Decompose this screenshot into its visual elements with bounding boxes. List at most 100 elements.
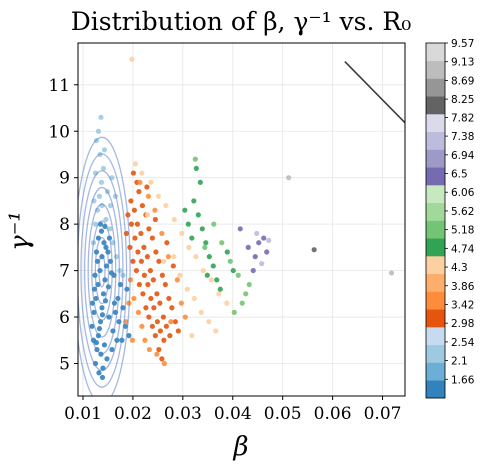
- point-2-15: [135, 249, 141, 255]
- point-2-4: [136, 281, 143, 288]
- colorbar-tick-label-16: 8.69: [451, 75, 474, 87]
- colorbar-tick-label-9: 5.62: [451, 206, 474, 218]
- point-7-2: [252, 254, 258, 260]
- point-6-0: [192, 156, 198, 162]
- colorbar-segment-6: [426, 273, 445, 292]
- point-2-17: [141, 272, 147, 278]
- y-tick-label-3: 8: [59, 215, 70, 235]
- point-2-42: [153, 249, 159, 255]
- point-2-27: [138, 230, 144, 237]
- density-ring-3: [87, 203, 117, 338]
- point-6-3: [227, 258, 233, 264]
- colorbar-segment-1: [426, 362, 445, 381]
- point-1-1: [92, 221, 99, 227]
- colorbar-segment-5: [426, 291, 445, 310]
- colorbar-segment-10: [426, 202, 445, 221]
- point-1-5: [100, 165, 107, 172]
- point-0-41: [106, 314, 112, 320]
- point-4-17: [206, 319, 212, 325]
- point-1-10: [103, 216, 109, 223]
- colorbar-tick-label-8: 5.18: [451, 225, 474, 237]
- x-tick-label-6: 0.07: [364, 404, 402, 424]
- plot-frame: [77, 42, 406, 397]
- point-3-13: [165, 254, 171, 260]
- density-ring-2: [91, 220, 113, 321]
- point-1-17: [107, 202, 114, 209]
- point-5-10: [189, 235, 195, 241]
- point-4-4: [163, 202, 169, 209]
- point-2-28: [141, 244, 147, 250]
- point-6-7: [231, 309, 237, 315]
- point-5-5: [210, 263, 216, 269]
- point-0-17: [93, 295, 99, 302]
- point-4-3: [155, 193, 161, 199]
- point-2-49: [175, 328, 181, 334]
- point-7-6: [264, 249, 270, 255]
- point-0-16: [91, 309, 97, 315]
- colorbar-segment-0: [426, 380, 445, 399]
- point-0-19: [97, 267, 103, 274]
- colorbar-tick-label-2: 2.54: [451, 337, 475, 349]
- point-5-1: [195, 212, 201, 218]
- colorbar-tick-label-3: 2.98: [451, 318, 474, 330]
- point-2-30: [147, 267, 153, 274]
- point-4-21: [144, 212, 150, 218]
- point-2-54: [164, 240, 170, 246]
- colorbar-segment-11: [426, 185, 445, 204]
- colorbar-tick-label-6: 4.3: [451, 262, 468, 274]
- point-1-13: [113, 254, 120, 260]
- x-tick-label-0: 0.01: [64, 404, 102, 424]
- chart-title: Distribution of β, γ⁻¹ vs. R₀: [71, 7, 412, 36]
- point-5-8: [193, 165, 199, 172]
- point-2-40: [146, 226, 152, 232]
- y-tick-label-4: 9: [59, 169, 70, 189]
- point-0-36: [96, 370, 102, 376]
- point-10-1: [388, 270, 395, 276]
- x-axis-ticks: 0.01 0.02 0.03 0.04 0.05 0.06 0.07: [64, 396, 401, 424]
- point-0-4: [99, 305, 105, 311]
- point-0-27: [101, 342, 108, 348]
- colorbar-tick-label-13: 7.38: [451, 131, 474, 143]
- point-3-3: [139, 323, 145, 329]
- point-2-20: [151, 305, 157, 311]
- point-2-19: [148, 295, 154, 302]
- point-2-21: [154, 319, 160, 325]
- colorbar-tick-label-18: 9.57: [451, 38, 474, 50]
- point-5-9: [197, 179, 203, 185]
- point-4-1: [139, 170, 145, 176]
- point-5-13: [204, 272, 210, 278]
- point-2-52: [144, 184, 150, 190]
- x-tick-label-5: 0.06: [314, 404, 352, 424]
- point-2-3: [133, 267, 140, 274]
- point-3-1: [131, 295, 137, 302]
- point-5-2: [199, 226, 205, 232]
- x-tick-label-2: 0.03: [164, 404, 202, 424]
- point-0-24: [89, 323, 95, 329]
- point-2-35: [163, 323, 169, 329]
- point-2-32: [154, 291, 160, 297]
- point-2-16: [138, 258, 145, 264]
- point-5-6: [214, 277, 220, 283]
- point-8-0: [254, 230, 260, 237]
- point-5-11: [185, 221, 191, 227]
- x-axis-label: β: [232, 432, 248, 462]
- point-3-8: [129, 337, 136, 343]
- colorbar-tick-label-10: 6.06: [451, 187, 475, 199]
- point-8-2: [259, 261, 265, 267]
- colorbar-tick-label-17: 9.13: [451, 57, 474, 69]
- point-8-1: [266, 237, 272, 244]
- y-axis-label: γ⁻¹: [5, 211, 35, 251]
- point-4-16: [198, 309, 204, 315]
- y-tick-label-6: 11: [48, 76, 70, 96]
- point-2-22: [157, 328, 163, 334]
- point-6-6: [239, 300, 245, 306]
- point-7-1: [245, 244, 251, 250]
- point-2-46: [166, 295, 172, 302]
- y-tick-label-5: 10: [48, 122, 70, 142]
- density-ring-1: [94, 236, 110, 305]
- point-3-16: [182, 314, 188, 320]
- point-5-15: [230, 267, 236, 274]
- point-2-24: [128, 198, 134, 204]
- colorbar-frame: [425, 42, 446, 399]
- density-contours: [78, 136, 131, 396]
